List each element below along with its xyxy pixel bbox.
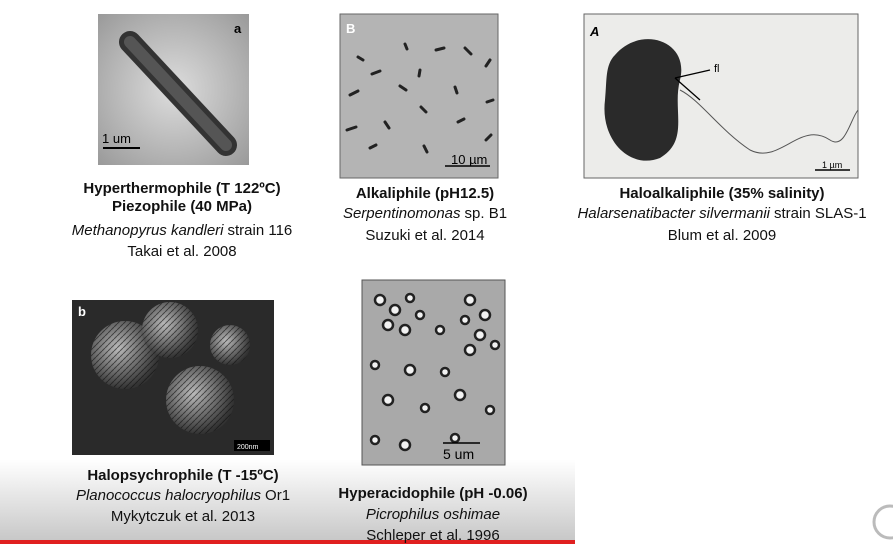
- panel-label: a: [234, 21, 242, 36]
- annotation: fl: [714, 63, 720, 75]
- scale-bar-label: 1 um: [102, 131, 131, 146]
- caption-species: Methanopyrus kandleri strain 116: [72, 222, 293, 239]
- caption-reference: Takai et al. 2008: [127, 243, 236, 260]
- red-rule: [0, 540, 575, 544]
- logo: [872, 504, 893, 540]
- caption-species: Picrophilus oshimae: [366, 506, 500, 523]
- micrograph-d: b 200nm: [72, 300, 274, 455]
- caption-species: Planococcus halocryophilus Or1: [76, 487, 290, 504]
- scale-bar-label: 10 µm: [451, 152, 487, 167]
- micrograph-c: A fl 1 µm: [583, 13, 859, 179]
- caption-reference: Schleper et al. 1996: [366, 527, 499, 544]
- panel-label: A: [589, 24, 599, 39]
- caption-title: Hyperacidophile (pH -0.06): [338, 485, 527, 502]
- scale-bar-label: 5 um: [443, 446, 474, 462]
- scale-bar-label: 1 µm: [822, 160, 842, 170]
- micrograph-a: a 1 um: [98, 14, 249, 165]
- strain: sp. B1: [465, 205, 508, 222]
- caption-reference: Suzuki et al. 2014: [365, 227, 484, 244]
- caption-title: Piezophile (40 MPa): [112, 198, 252, 215]
- caption-species: Halarsenatibacter silvermanii strain SLAS…: [577, 205, 866, 222]
- strain: strain SLAS-1: [774, 205, 867, 222]
- caption-title: Halopsychrophile (T -15ºC): [87, 467, 278, 484]
- strain: Or1: [265, 487, 290, 504]
- species: Halarsenatibacter silvermanii: [577, 205, 770, 222]
- panel-label: b: [78, 304, 86, 319]
- species: Methanopyrus kandleri: [72, 222, 224, 239]
- caption-reference: Blum et al. 2009: [668, 227, 776, 244]
- caption-title: Hyperthermophile (T 122ºC): [83, 180, 280, 197]
- micrograph-b: B 10 µm: [339, 13, 499, 179]
- micrograph-e: 5 um: [361, 279, 506, 466]
- scale-bar-label: 200nm: [237, 444, 259, 451]
- caption-reference: Mykytczuk et al. 2013: [111, 508, 255, 525]
- caption-title: Alkaliphile (pH12.5): [356, 185, 494, 202]
- panel-label: B: [346, 21, 355, 36]
- bottom-band: [0, 460, 575, 540]
- caption-title: Haloalkaliphile (35% salinity): [619, 185, 824, 202]
- species: Serpentinomonas: [343, 205, 461, 222]
- species: Planococcus halocryophilus: [76, 487, 262, 504]
- strain: strain 116: [228, 222, 293, 239]
- caption-species: Serpentinomonas sp. B1: [343, 205, 507, 222]
